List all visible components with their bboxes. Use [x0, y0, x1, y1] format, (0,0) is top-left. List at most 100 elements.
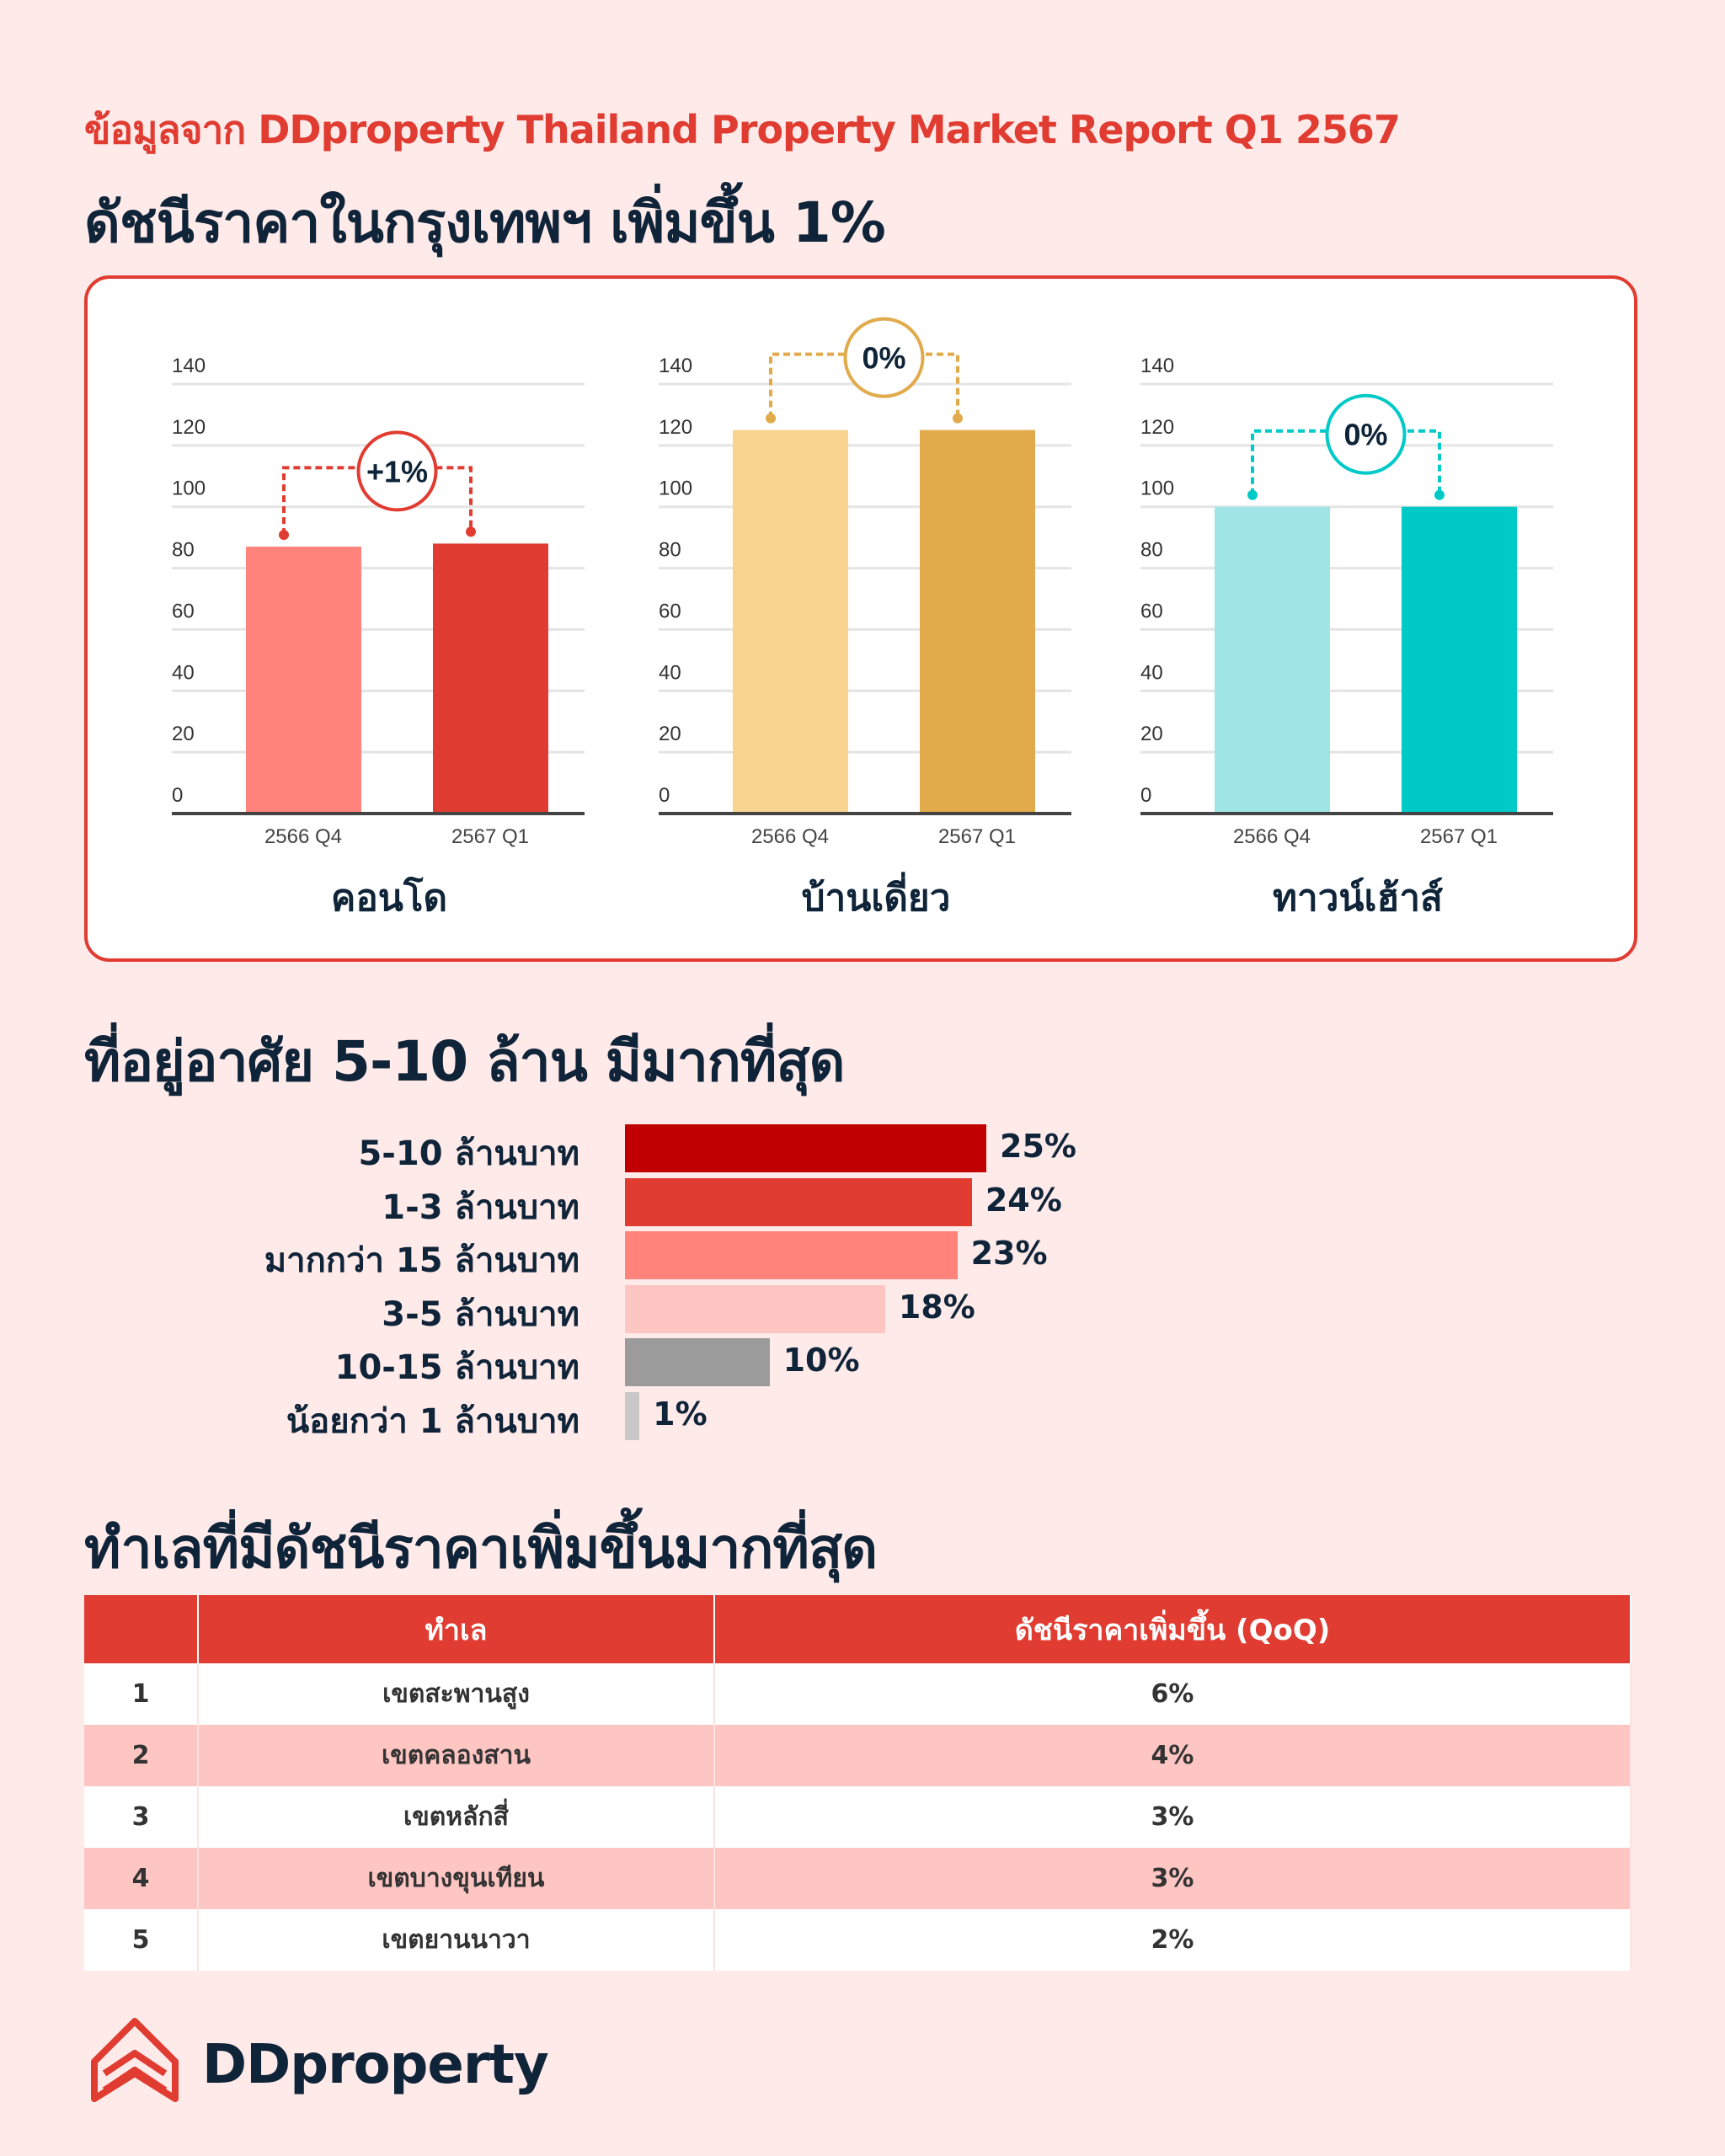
section1-title: ดัชนีราคาในกรุงเทพฯ เพิ่มขึ้น 1%: [84, 190, 886, 255]
y-tick-label: 20: [172, 723, 195, 745]
top-locations-table: ทำเล ดัชนีราคาเพิ่มขึ้น (QoQ) 1 เขตสะพานส…: [84, 1595, 1632, 1971]
change-label: 0%: [1343, 418, 1387, 452]
source-prefix: ข้อมูลจาก: [84, 107, 246, 152]
y-tick-label: 140: [172, 355, 206, 377]
bracket-dot: [1434, 489, 1445, 500]
ddproperty-logo: DDproperty: [84, 2015, 549, 2116]
x-tick-label: 2567 Q1: [1420, 825, 1498, 848]
chart-1: 0 20 40 60 80 100 120 140 2566 Q4 2567 Q1 บ้านเดี่…: [659, 317, 1071, 919]
bracket-dot: [953, 413, 963, 424]
range-bar: [625, 1338, 770, 1386]
x-tick-label: 2567 Q1: [938, 825, 1016, 848]
y-tick-label: 100: [172, 478, 206, 500]
change-label: +1%: [366, 454, 428, 488]
bar: [1402, 506, 1517, 814]
range-bar: [625, 1177, 972, 1226]
x-tick-label: 2566 Q4: [264, 825, 342, 848]
change-cell: 6%: [714, 1663, 1632, 1725]
range-percent: 25%: [1000, 1128, 1076, 1165]
chart-0: 0 20 40 60 80 100 120 140 2566 Q4 2567 Q1 คอนโด +1%: [172, 355, 585, 919]
range-label: น้อยกว่า 1 ล้านบาท: [286, 1401, 579, 1441]
bar: [433, 543, 548, 814]
range-label: 5-10 ล้านบาท: [358, 1134, 579, 1173]
logo-text: DDproperty: [202, 2034, 549, 2096]
section3-title: ทำเลที่มีดัชนีราคาเพิ่มขึ้นมากที่สุด: [84, 1516, 878, 1581]
change-bracket: [282, 466, 473, 536]
location-cell: เขตหลักสี่: [198, 1786, 715, 1848]
y-tick-label: 140: [659, 355, 692, 377]
range-bar: [625, 1284, 885, 1333]
bracket-dot: [279, 530, 289, 541]
bar: [1215, 506, 1330, 814]
y-tick-label: 40: [659, 661, 681, 684]
y-tick-label: 80: [659, 539, 681, 562]
rank-cell: 5: [84, 1909, 199, 1971]
change-cell: 2%: [714, 1909, 1632, 1971]
change-badge: [843, 317, 925, 398]
table-row: 3 เขตหลักสี่ 3%: [84, 1786, 1632, 1848]
y-tick-label: 0: [1140, 784, 1151, 807]
change-cell: 3%: [714, 1848, 1632, 1909]
range-bar: [625, 1124, 986, 1172]
col-location: ทำเล: [198, 1595, 715, 1663]
change-badge: [1325, 393, 1407, 475]
change-cell: 4%: [714, 1725, 1632, 1786]
chart-2: 0 20 40 60 80 100 120 140 2566 Q4 2567 Q1 ทาวน์เฮ้…: [1140, 355, 1553, 919]
y-tick-label: 0: [172, 784, 183, 807]
range-bar: [625, 1391, 640, 1440]
chart-title: คอนโด: [331, 875, 447, 919]
rank-cell: 2: [84, 1725, 199, 1786]
location-cell: เขตยานนาวา: [198, 1909, 715, 1971]
range-percent: 24%: [985, 1181, 1062, 1219]
y-tick-label: 40: [172, 661, 195, 684]
change-cell: 3%: [714, 1786, 1632, 1848]
y-tick-label: 100: [659, 478, 692, 500]
y-tick-label: 60: [172, 600, 195, 622]
y-tick-label: 80: [1140, 539, 1163, 562]
table-header: ทำเล ดัชนีราคาเพิ่มขึ้น (QoQ): [84, 1595, 1632, 1663]
y-tick-label: 100: [1140, 478, 1174, 500]
col-change: ดัชนีราคาเพิ่มขึ้น (QoQ): [714, 1595, 1632, 1663]
col-rank: [84, 1595, 199, 1663]
table-row: 2 เขตคลองสาน 4%: [84, 1725, 1632, 1786]
y-tick-label: 0: [659, 784, 670, 807]
location-cell: เขตบางขุนเทียน: [198, 1848, 715, 1909]
location-cell: เขตสะพานสูง: [198, 1663, 715, 1725]
range-percent: 1%: [653, 1395, 708, 1433]
source-line: ข้อมูลจาก DDproperty Thailand Property M…: [84, 99, 1401, 161]
table-row: 4 เขตบางขุนเทียน 3%: [84, 1848, 1632, 1909]
change-label: 0%: [862, 341, 905, 376]
table-row: 1 เขตสะพานสูง 6%: [84, 1663, 1632, 1725]
bracket-dot: [466, 526, 476, 537]
chart-title: บ้านเดี่ยว: [802, 872, 951, 919]
bar: [246, 547, 361, 814]
y-tick-label: 60: [1140, 600, 1163, 622]
rank-cell: 1: [84, 1663, 199, 1725]
y-tick-label: 80: [172, 539, 195, 562]
x-tick-label: 2567 Q1: [451, 825, 529, 848]
table-row: 5 เขตยานนาวา 2%: [84, 1909, 1632, 1971]
bracket-dot: [1247, 489, 1258, 500]
range-percent: 23%: [970, 1235, 1048, 1272]
location-cell: เขตคลองสาน: [198, 1725, 715, 1786]
range-label: 3-5 ล้านบาท: [382, 1294, 579, 1334]
source-name: DDproperty Thailand Property Market Repo…: [258, 107, 1401, 152]
range-percent: 18%: [898, 1288, 975, 1326]
y-tick-label: 40: [1140, 661, 1163, 684]
range-bar: [625, 1231, 958, 1279]
bar: [733, 430, 848, 814]
bracket-dot: [766, 413, 776, 424]
chart-title: ทาวน์เฮ้าส์: [1273, 877, 1443, 919]
x-tick-label: 2566 Q4: [1233, 825, 1311, 848]
range-label: มากกว่า 15 ล้านบาท: [264, 1241, 579, 1280]
price-index-card: 0 20 40 60 80 100 120 140 2566 Q4 2567 Q1 คอนโด +1%…: [84, 275, 1637, 962]
change-badge: [356, 430, 438, 512]
price-index-charts: 0 20 40 60 80 100 120 140 2566 Q4 2567 Q1 คอนโด +1%…: [172, 317, 1553, 919]
x-tick-label: 2566 Q4: [751, 825, 829, 848]
logo-icon: [91, 2018, 179, 2102]
range-label: 10-15 ล้านบาท: [334, 1348, 579, 1387]
rank-cell: 3: [84, 1786, 199, 1848]
y-tick-label: 20: [1140, 723, 1163, 745]
range-label: 1-3 ล้านบาท: [382, 1187, 579, 1227]
y-tick-label: 140: [1140, 355, 1174, 377]
